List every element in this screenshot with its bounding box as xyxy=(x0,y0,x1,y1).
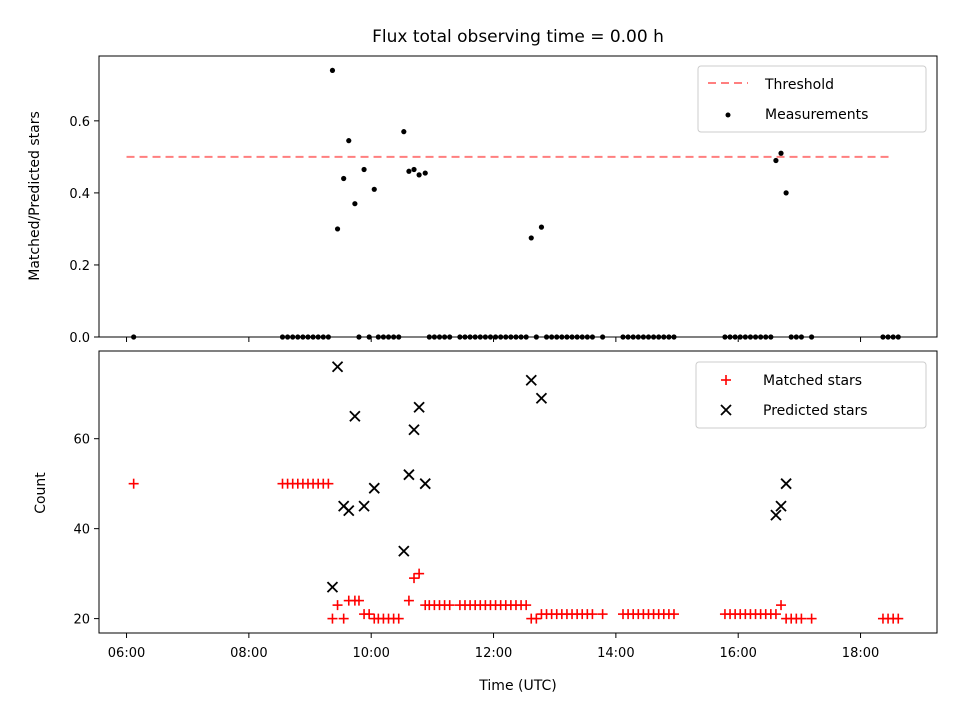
x-tick-label: 16:00 xyxy=(719,646,756,661)
x-tick-label: 12:00 xyxy=(475,646,512,661)
predicted-star-point xyxy=(408,424,420,436)
legend-measurements-label: Measurements xyxy=(765,107,868,123)
bottom-y-tick-label: 40 xyxy=(73,523,90,538)
top-y-tick-label: 0.4 xyxy=(69,187,90,202)
predicted-star-point xyxy=(770,509,782,521)
top-legend-frame xyxy=(697,65,927,133)
measurement-point xyxy=(416,172,422,178)
top-y-tick-label: 0.6 xyxy=(69,115,90,130)
predicted-star-point xyxy=(358,500,370,512)
matched-star-point xyxy=(770,609,781,620)
x-tick-label: 14:00 xyxy=(597,646,634,661)
measurement-point xyxy=(352,201,358,207)
measurement-point xyxy=(783,190,789,196)
legend-threshold-label: Threshold xyxy=(764,77,834,93)
matched-star-point xyxy=(776,600,787,611)
matched-star-point xyxy=(444,600,455,611)
measurement-point xyxy=(401,129,407,135)
predicted-star-point xyxy=(413,401,425,413)
top-plot-frame xyxy=(98,55,938,338)
predicted-star-point xyxy=(775,500,787,512)
bottom-y-tick-label: 60 xyxy=(73,433,90,448)
measurement-point xyxy=(371,186,377,192)
top-chart-title: Flux total observing time = 0.00 h xyxy=(372,27,664,47)
measurement-point xyxy=(406,168,412,174)
measurement-point xyxy=(778,150,784,156)
measurement-point xyxy=(538,224,545,230)
legend-predicted-label: Predicted stars xyxy=(763,403,868,419)
measurement-point xyxy=(361,166,367,173)
predicted-star-point xyxy=(326,581,339,593)
measurement-point xyxy=(422,170,428,176)
predicted-star-point xyxy=(331,361,344,373)
matched-star-point xyxy=(128,478,139,489)
bottom-legend: Matched stars Predicted stars xyxy=(695,361,927,429)
measurement-point xyxy=(528,235,534,241)
legend-measurements-swatch xyxy=(725,112,731,118)
x-tick-label: 08:00 xyxy=(230,646,267,661)
x-tick-label: 10:00 xyxy=(352,646,389,661)
legend-predicted-swatch xyxy=(720,404,732,416)
matched-star-point xyxy=(327,613,338,624)
bottom-plot-area xyxy=(94,361,904,638)
matched-star-point xyxy=(587,609,598,620)
measurement-point xyxy=(341,175,347,182)
predicted-star-point xyxy=(349,410,361,422)
x-tick-label: 06:00 xyxy=(108,646,145,661)
matched-star-point xyxy=(332,600,343,611)
matched-star-point xyxy=(323,478,334,489)
measurement-point xyxy=(346,138,352,144)
bottom-y-tick-label: 20 xyxy=(73,613,90,628)
predicted-star-point xyxy=(525,374,537,386)
legend-matched-swatch xyxy=(721,375,731,385)
x-tick-label: 18:00 xyxy=(842,646,879,661)
predicted-star-point xyxy=(780,478,792,490)
matched-star-point xyxy=(668,609,679,620)
matched-star-point xyxy=(364,609,375,620)
predicted-star-point xyxy=(403,469,415,481)
top-y-tick-label: 0.2 xyxy=(69,259,90,274)
predicted-star-point xyxy=(343,505,355,517)
predicted-star-point xyxy=(535,392,548,404)
bottom-plot-frame xyxy=(98,350,938,634)
matched-star-point xyxy=(806,613,817,624)
predicted-star-point xyxy=(368,482,380,494)
matched-star-point xyxy=(597,609,608,620)
matched-star-point xyxy=(893,613,904,624)
matched-star-point xyxy=(409,573,420,584)
measurement-point xyxy=(329,67,336,74)
matched-star-point xyxy=(531,613,542,624)
measurement-point xyxy=(411,166,417,173)
top-y-axis-label: Matched/Predicted stars xyxy=(27,111,43,281)
predicted-star-point xyxy=(398,545,410,557)
matched-star-point xyxy=(521,600,532,611)
matched-star-point xyxy=(393,613,404,624)
matched-star-point xyxy=(414,568,425,579)
top-y-tick-label: 0.0 xyxy=(69,331,90,346)
matched-star-point xyxy=(403,595,414,606)
top-legend: Threshold Measurements xyxy=(697,65,927,133)
legend-matched-label: Matched stars xyxy=(763,373,862,389)
matched-star-point xyxy=(353,595,364,606)
bottom-y-axis-label: Count xyxy=(33,472,49,514)
matched-star-point xyxy=(796,613,807,624)
matched-star-point xyxy=(338,613,349,624)
x-axis-label: Time (UTC) xyxy=(478,678,556,694)
measurement-point xyxy=(773,157,779,164)
measurement-point xyxy=(334,226,341,232)
bottom-legend-frame xyxy=(695,361,927,429)
predicted-star-point xyxy=(419,478,431,490)
